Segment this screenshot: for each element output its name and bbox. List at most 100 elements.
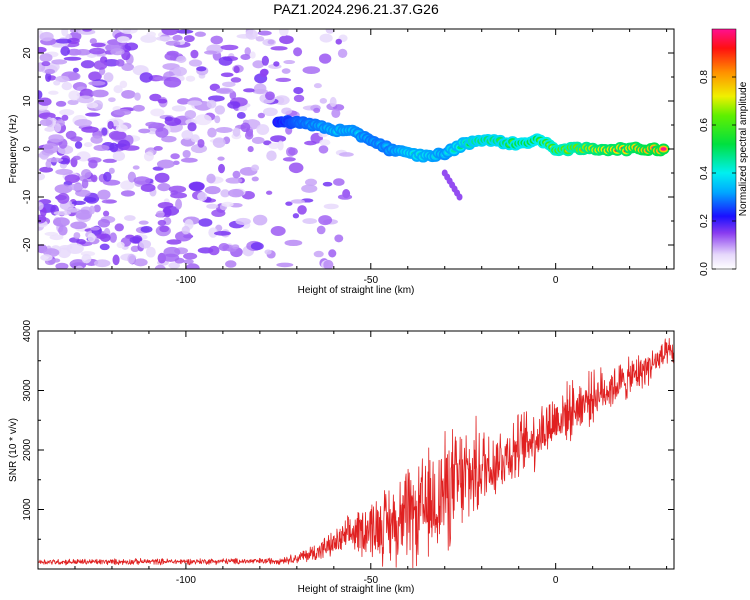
noise-blob: [270, 135, 287, 143]
noise-blob: [265, 190, 273, 195]
noise-blob: [82, 29, 92, 32]
noise-blob: [154, 264, 166, 269]
noise-blob: [149, 93, 162, 102]
noise-blob: [89, 47, 106, 55]
noise-blob: [38, 201, 44, 211]
snr-xlabel: Height of straight line (km): [298, 584, 415, 595]
noise-blob: [81, 253, 92, 264]
noise-blob: [74, 141, 83, 149]
snr-ylabel: SNR (10 * v/v): [8, 418, 19, 482]
noise-blob: [256, 124, 270, 135]
noise-blob: [138, 128, 151, 134]
noise-blob: [313, 83, 322, 89]
noise-blob: [302, 66, 321, 74]
noise-blob: [88, 71, 102, 82]
noise-blob: [147, 127, 158, 135]
noise-blob: [268, 142, 280, 150]
snr-xtick-label: -50: [364, 575, 379, 586]
noise-blob: [230, 77, 242, 83]
snr-ytick-label: 1000: [22, 498, 33, 521]
noise-blob: [38, 112, 56, 120]
colorbar-tick-label: 0.2: [699, 214, 710, 228]
noise-blob: [44, 127, 55, 132]
noise-blob: [99, 243, 110, 251]
noise-blob: [293, 94, 305, 103]
snr-xtick-label: 0: [553, 575, 559, 586]
noise-blob: [302, 218, 318, 225]
noise-blob: [190, 49, 199, 59]
noise-blob: [52, 217, 70, 227]
noise-blob: [108, 130, 127, 140]
noise-blob: [121, 90, 136, 99]
spectrogram-ytick-label: 20: [22, 47, 33, 59]
snr-ticks: -100 -50 0 1000 2000 3000 4000: [22, 319, 674, 586]
noise-blob: [214, 115, 221, 124]
noise-blob: [39, 53, 53, 63]
noise-blob: [55, 168, 73, 175]
noise-blob: [74, 119, 93, 127]
spectrogram-ytick-label: 10: [22, 95, 33, 107]
noise-blob: [138, 239, 152, 249]
noise-blob: [75, 209, 92, 220]
noise-blob: [262, 107, 278, 117]
noise-blob: [328, 249, 337, 258]
noise-blob: [162, 205, 180, 216]
noise-blob: [275, 77, 292, 82]
noise-blob: [64, 174, 80, 184]
noise-blob: [273, 61, 280, 67]
noise-blob: [55, 100, 67, 107]
noise-blob: [164, 117, 182, 126]
noise-blob: [240, 53, 251, 61]
noise-blob: [251, 176, 259, 182]
noise-blob: [83, 197, 97, 203]
noise-blob: [316, 225, 326, 235]
noise-blob: [166, 239, 182, 245]
noise-blob: [227, 101, 241, 109]
noise-blob: [277, 140, 284, 151]
noise-blob: [122, 145, 140, 151]
noise-blob: [276, 262, 294, 268]
noise-blob: [233, 65, 240, 74]
noise-blob: [58, 225, 68, 236]
noise-blob: [38, 90, 43, 100]
noise-blob: [45, 72, 52, 82]
spectrogram-xlabel: Height of straight line (km): [298, 285, 415, 296]
noise-blob: [257, 112, 265, 119]
noise-blob: [297, 205, 307, 215]
noise-blob: [161, 29, 180, 36]
noise-blob: [146, 31, 156, 38]
noise-blob: [60, 46, 70, 56]
noise-blob: [73, 232, 81, 239]
noise-blob: [87, 232, 96, 243]
noise-blob: [80, 60, 95, 69]
noise-blob: [145, 121, 159, 127]
spectrogram-xtick-label: -100: [176, 275, 196, 286]
noise-blob: [103, 171, 112, 182]
noise-blob: [266, 150, 277, 161]
noise-blob: [293, 47, 303, 57]
noise-blob: [270, 46, 288, 51]
noise-blob: [184, 109, 197, 120]
noise-blob: [159, 225, 170, 233]
snr-series-line: [38, 337, 674, 569]
noise-blob: [319, 33, 333, 43]
noise-blob: [183, 252, 198, 260]
noise-blob: [38, 173, 46, 181]
noise-blob: [63, 56, 82, 61]
noise-blob: [232, 127, 241, 137]
noise-blob: [235, 217, 251, 226]
noise-blob: [93, 144, 110, 151]
noise-blob: [157, 219, 167, 226]
noise-blob: [115, 124, 128, 133]
snr-panel: -100 -50 0 1000 2000 3000 4000 Height of strai…: [8, 319, 675, 595]
noise-blob: [244, 47, 251, 56]
noise-blob: [72, 155, 81, 161]
noise-blob: [244, 131, 254, 140]
noise-blob: [265, 91, 275, 101]
noise-blob: [183, 259, 194, 264]
noise-blob: [190, 134, 200, 143]
noise-blob: [116, 36, 130, 44]
noise-blob: [70, 136, 83, 142]
spectrogram-xtick-label: 0: [553, 275, 559, 286]
noise-blob: [76, 95, 94, 104]
